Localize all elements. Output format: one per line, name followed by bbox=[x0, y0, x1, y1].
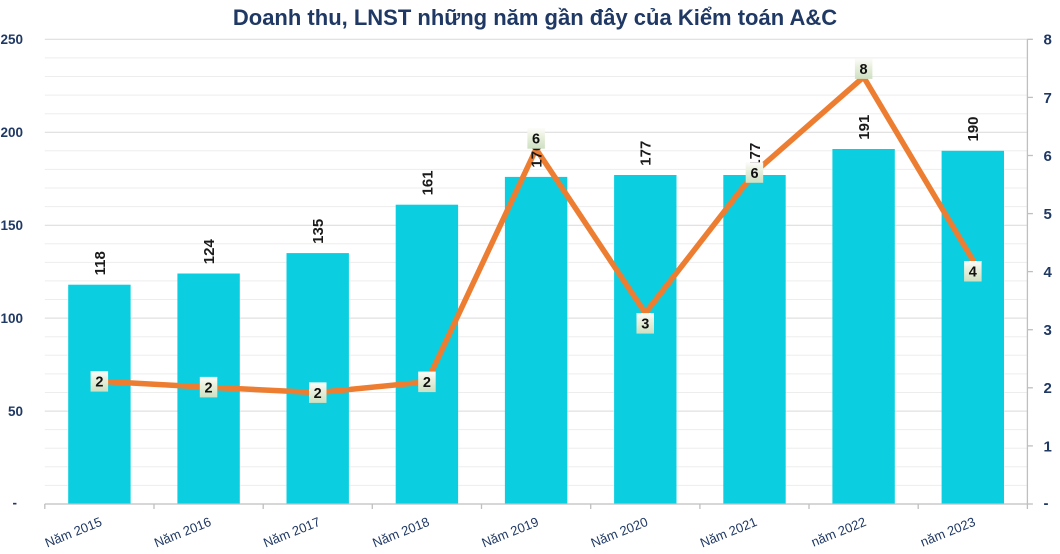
svg-text:177: 177 bbox=[638, 141, 655, 166]
svg-text:150: 150 bbox=[0, 218, 23, 233]
svg-text:8: 8 bbox=[860, 62, 868, 78]
svg-text:4: 4 bbox=[969, 264, 977, 280]
svg-text:50: 50 bbox=[8, 404, 23, 419]
svg-text:177: 177 bbox=[747, 143, 764, 168]
svg-text:2: 2 bbox=[1044, 380, 1052, 397]
svg-text:6: 6 bbox=[532, 132, 540, 148]
svg-text:3: 3 bbox=[641, 317, 649, 333]
svg-text:2: 2 bbox=[423, 375, 431, 391]
svg-text:-: - bbox=[13, 495, 18, 510]
svg-text:190: 190 bbox=[965, 116, 982, 141]
svg-text:4: 4 bbox=[1044, 264, 1053, 281]
svg-text:6: 6 bbox=[1044, 148, 1052, 165]
svg-text:135: 135 bbox=[310, 219, 327, 244]
svg-text:191: 191 bbox=[856, 115, 873, 140]
svg-text:250: 250 bbox=[0, 32, 23, 47]
svg-text:Doanh thu, LNST những năm gần: Doanh thu, LNST những năm gần đây của Ki… bbox=[233, 5, 837, 30]
svg-text:7: 7 bbox=[1044, 90, 1052, 107]
svg-text:200: 200 bbox=[0, 125, 23, 140]
svg-text:5: 5 bbox=[1044, 206, 1052, 223]
svg-text:2: 2 bbox=[95, 375, 103, 391]
svg-text:3: 3 bbox=[1044, 322, 1052, 339]
svg-text:-: - bbox=[1044, 495, 1049, 512]
svg-text:2: 2 bbox=[205, 380, 213, 396]
svg-text:1: 1 bbox=[1044, 438, 1052, 455]
svg-text:100: 100 bbox=[0, 311, 23, 326]
svg-text:176: 176 bbox=[529, 143, 546, 168]
svg-text:124: 124 bbox=[201, 239, 218, 265]
svg-text:118: 118 bbox=[92, 251, 109, 275]
svg-text:6: 6 bbox=[750, 166, 758, 182]
svg-text:2: 2 bbox=[314, 386, 322, 402]
svg-text:161: 161 bbox=[419, 170, 436, 195]
svg-text:8: 8 bbox=[1044, 32, 1052, 49]
